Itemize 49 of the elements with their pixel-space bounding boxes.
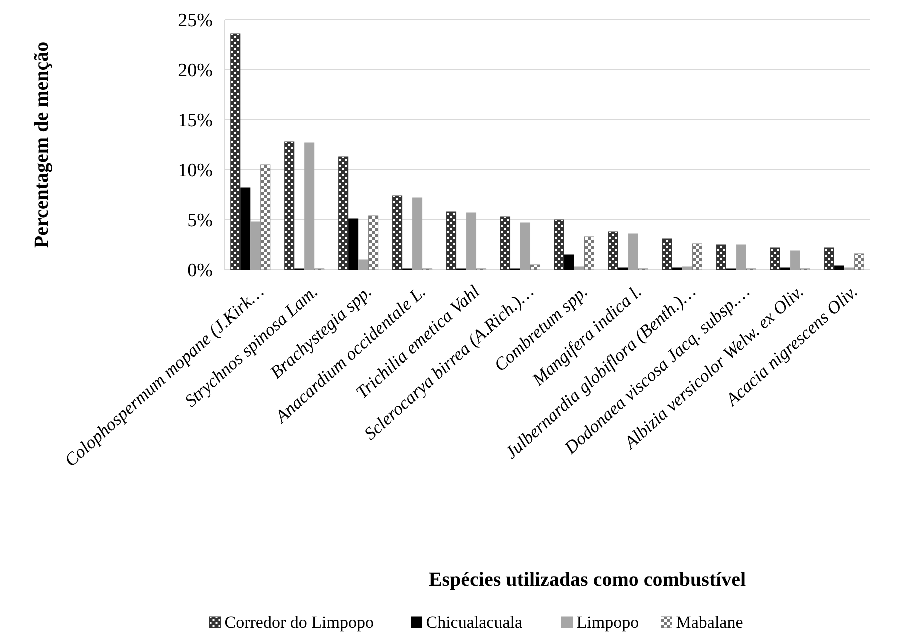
bar (692, 244, 702, 270)
x-axis-title: Espécies utilizadas como combustível (428, 569, 747, 591)
bar (662, 238, 672, 270)
bar (260, 164, 271, 270)
bar (844, 268, 854, 270)
bar (554, 220, 564, 270)
bar (240, 188, 251, 270)
bar (412, 198, 423, 270)
bar (770, 248, 780, 270)
bar (780, 268, 790, 270)
bar (446, 212, 457, 270)
bar (790, 250, 800, 270)
bar (368, 216, 379, 270)
bar (230, 34, 241, 270)
y-tick-label: 5% (188, 210, 214, 232)
bar (392, 196, 403, 270)
bar (250, 222, 261, 270)
bar (834, 266, 844, 270)
y-tick-label: 0% (188, 260, 214, 282)
bar (628, 234, 638, 270)
bar (824, 248, 834, 270)
bar (466, 212, 477, 270)
y-tick-label: 25% (178, 10, 214, 32)
y-tick-label: 20% (178, 60, 214, 82)
bar (358, 260, 369, 270)
y-axis-title: Percentagem de menção (31, 42, 53, 248)
legend-label: Mabalane (676, 613, 744, 632)
y-tick-label: 15% (178, 110, 214, 132)
bar (682, 266, 692, 270)
bar (584, 236, 594, 270)
legend-label: Chicualacuala (426, 613, 523, 632)
bar (284, 142, 295, 270)
bar (716, 244, 726, 270)
bar (500, 216, 511, 270)
bar (530, 264, 541, 270)
bar (618, 268, 628, 270)
legend-label: Limpopo (576, 613, 640, 632)
bar (608, 232, 618, 270)
bar (338, 156, 349, 270)
bar (304, 142, 315, 270)
bar (574, 266, 584, 270)
bar (348, 218, 359, 270)
y-tick-label: 10% (178, 160, 214, 182)
bar (520, 222, 531, 270)
bar (854, 254, 864, 270)
bar (672, 268, 682, 270)
legend-label: Corredor do Limpopo (224, 613, 374, 632)
bar (564, 254, 574, 270)
bar (736, 244, 746, 270)
